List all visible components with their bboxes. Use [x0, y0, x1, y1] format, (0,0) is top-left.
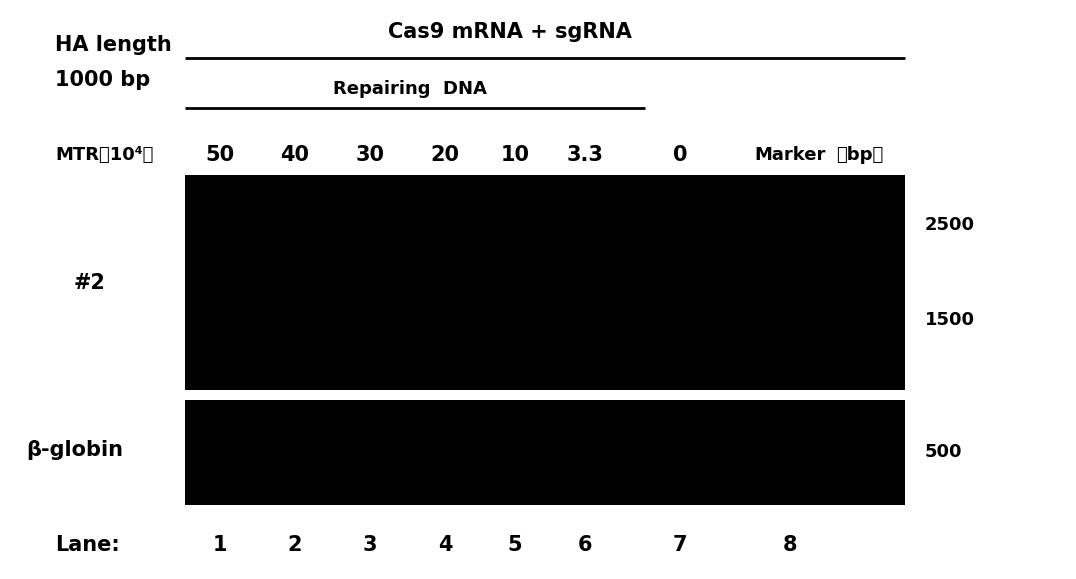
Text: 30: 30: [355, 145, 384, 165]
Text: Cas9 mRNA + sgRNA: Cas9 mRNA + sgRNA: [388, 22, 632, 42]
Text: 6: 6: [578, 535, 592, 555]
Text: 20: 20: [430, 145, 459, 165]
Text: 2500: 2500: [925, 216, 975, 234]
Text: 7: 7: [672, 535, 688, 555]
Text: 4: 4: [438, 535, 452, 555]
Text: 8: 8: [782, 535, 797, 555]
Text: （bp）: （bp）: [836, 146, 883, 164]
Text: 3: 3: [363, 535, 378, 555]
Text: 1000 bp: 1000 bp: [55, 70, 151, 90]
Text: 1: 1: [213, 535, 227, 555]
Text: 0: 0: [672, 145, 688, 165]
Bar: [185, 175, 905, 390]
Text: 50: 50: [206, 145, 235, 165]
Text: MTR（10⁴）: MTR（10⁴）: [55, 146, 154, 164]
Text: Repairing  DNA: Repairing DNA: [334, 80, 487, 98]
Text: 1500: 1500: [925, 311, 975, 329]
Bar: [185, 400, 905, 505]
Text: #2: #2: [74, 273, 105, 293]
Text: Marker: Marker: [754, 146, 825, 164]
Text: 10: 10: [500, 145, 529, 165]
Text: 5: 5: [508, 535, 522, 555]
Text: HA length: HA length: [55, 35, 172, 55]
Text: 3.3: 3.3: [567, 145, 604, 165]
Text: 2: 2: [287, 535, 302, 555]
Text: β-globin: β-globin: [27, 440, 124, 460]
Text: 500: 500: [925, 443, 963, 461]
Text: 40: 40: [281, 145, 310, 165]
Text: Lane:: Lane:: [55, 535, 119, 555]
